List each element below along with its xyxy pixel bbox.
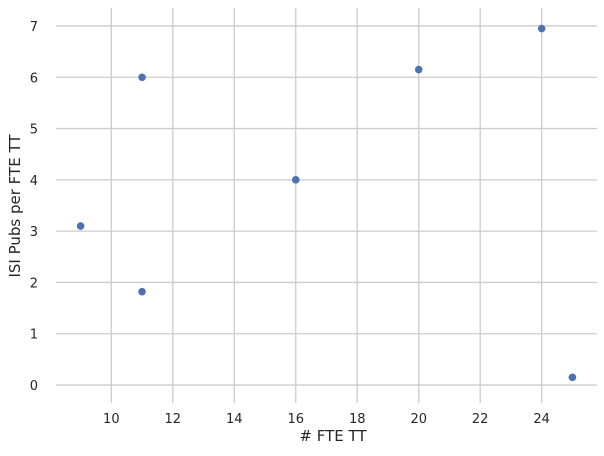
y-tick-label: 7 (30, 20, 38, 35)
y-tick-label: 6 (30, 71, 38, 86)
scatter-point (414, 65, 423, 74)
x-tick-label: 14 (226, 412, 243, 427)
x-tick-label: 20 (410, 412, 427, 427)
y-axis-label: ISI Pubs per FTE TT (6, 134, 24, 278)
y-tick-label: 4 (30, 174, 38, 189)
x-tick-label: 10 (103, 412, 120, 427)
x-tick-label: 24 (533, 412, 550, 427)
scatter-point (537, 24, 546, 33)
y-tick-label: 1 (30, 328, 38, 343)
x-axis-label: # FTE TT (299, 427, 367, 445)
x-tick-label: 16 (287, 412, 304, 427)
y-tick-label: 2 (30, 276, 38, 291)
x-tick-label: 22 (472, 412, 489, 427)
y-tick-label: 0 (30, 379, 38, 394)
data-points (76, 24, 577, 382)
y-tick-label: 5 (30, 123, 38, 138)
scatter-point (568, 373, 577, 382)
scatter-point (291, 176, 300, 184)
scatter-point (138, 73, 146, 82)
grid (56, 8, 597, 403)
x-tick-label: 12 (165, 412, 182, 427)
y-tick-label: 3 (30, 225, 38, 240)
scatter-point (138, 287, 146, 296)
x-tick-label: 18 (349, 412, 366, 427)
scatter-point (76, 222, 85, 230)
